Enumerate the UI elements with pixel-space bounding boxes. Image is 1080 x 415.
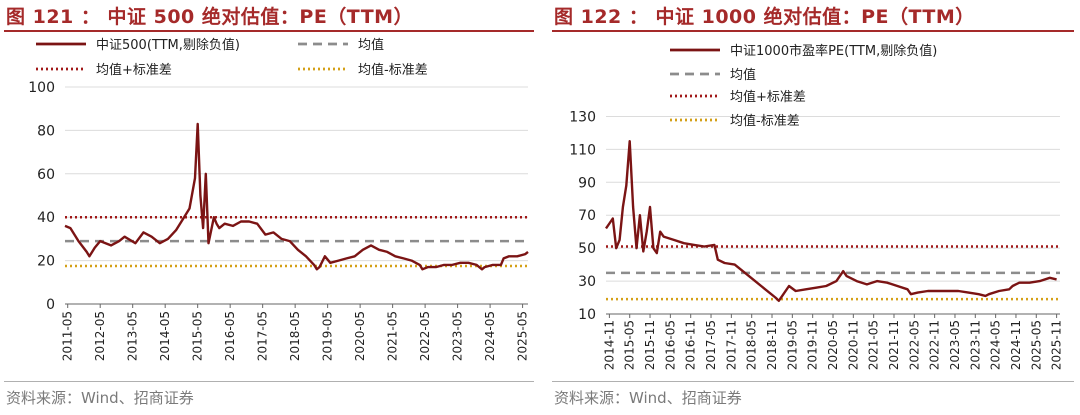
legend-entry: 中证1000市盈率PE(TTM,剔除负值) — [670, 43, 937, 59]
legend-label: 均值 — [730, 67, 756, 83]
y-tick-label: 70 — [578, 208, 596, 224]
x-tick-label: 2019-05 — [321, 311, 335, 361]
legend-label: 中证1000市盈率PE(TTM,剔除负值) — [730, 43, 937, 59]
y-tick-label: 130 — [569, 109, 596, 125]
x-tick-label: 2023-11 — [968, 320, 982, 370]
x-tick-label: 2020-05 — [826, 320, 840, 370]
y-tick-label: 60 — [37, 167, 55, 183]
chart-title: 图 121 ： 中证 500 绝对估值：PE（TTM） — [6, 6, 414, 28]
pe-chart-csi1000: 10 30 50 70 90 110 130 2014-11 2015-05 2015-11 201… — [569, 43, 1064, 370]
title-divider — [4, 30, 534, 32]
x-tick-label: 2025-05 — [516, 311, 530, 361]
legend-entry: 中证500(TTM,剔除负值) — [36, 37, 240, 53]
y-tick-label: 20 — [37, 254, 55, 270]
x-tick-label: 2020-05 — [353, 311, 367, 361]
x-tick-label: 2023-05 — [451, 311, 465, 361]
x-tick-label: 2024-11 — [1009, 320, 1023, 370]
chart-panel-csi500: 图 121 ： 中证 500 绝对估值：PE（TTM） 0 20 40 60 80 100… — [4, 6, 534, 407]
y-tick-label: 50 — [578, 241, 596, 257]
legend-label: 均值 — [358, 37, 384, 53]
title-divider — [552, 30, 1074, 32]
gridlines — [606, 115, 1060, 315]
x-tick-label: 2011-05 — [61, 311, 75, 361]
x-tick-label: 2021-05 — [867, 320, 881, 370]
legend-label: 中证500(TTM,剔除负值) — [96, 37, 240, 53]
legend-label: 均值+标准差 — [96, 62, 172, 78]
x-tick-label: 2024-05 — [989, 320, 1003, 370]
chart-title: 图 122 ： 中证 1000 绝对估值：PE（TTM） — [554, 6, 975, 28]
legend-entry: 均值 — [298, 37, 384, 53]
legend-entry: 均值 — [670, 67, 756, 83]
x-tick-label: 2020-11 — [846, 320, 860, 370]
y-tick-label: 100 — [28, 80, 55, 96]
x-tick-label: 2022-05 — [418, 311, 432, 361]
legend-entry: 均值+标准差 — [670, 89, 806, 105]
y-tick-label: 40 — [37, 210, 55, 226]
x-tick-label: 2021-11 — [887, 320, 901, 370]
x-tick-label: 2022-11 — [928, 320, 942, 370]
x-tick-label: 2021-05 — [386, 311, 400, 361]
source-divider — [4, 381, 534, 382]
x-tick-label: 2017-11 — [724, 320, 738, 370]
legend-entry: 均值-标准差 — [298, 62, 428, 78]
x-tick-label: 2015-05 — [623, 320, 637, 370]
x-tick-label: 2018-05 — [745, 320, 759, 370]
x-tick-label: 2019-11 — [806, 320, 820, 370]
x-tick-label: 2017-05 — [704, 320, 718, 370]
x-tick-label: 2016-11 — [684, 320, 698, 370]
x-tick-label: 2018-11 — [765, 320, 779, 370]
y-tick-label: 0 — [46, 297, 55, 313]
legend-entry: 均值-标准差 — [670, 113, 800, 129]
x-tick-label: 2014-11 — [602, 320, 616, 370]
source-divider — [552, 381, 1074, 382]
series-line — [64, 122, 529, 271]
legend-label: 均值-标准差 — [358, 62, 428, 78]
x-tick-label: 2016-05 — [663, 320, 677, 370]
x-tick-label: 2017-05 — [256, 311, 270, 361]
x-tick-label: 2025-05 — [1029, 320, 1043, 370]
x-tick-label: 2015-05 — [191, 311, 205, 361]
y-tick-label: 110 — [569, 142, 596, 158]
x-tick-label: 2015-11 — [643, 320, 657, 370]
x-tick-label: 2014-05 — [158, 311, 172, 361]
legend-entry: 均值+标准差 — [36, 62, 172, 78]
series-line — [605, 139, 1057, 302]
source-note: 资料来源：Wind、招商证券 — [6, 389, 194, 407]
x-tick-label: 2012-05 — [93, 311, 107, 361]
source-note: 资料来源：Wind、招商证券 — [554, 389, 742, 407]
y-tick-label: 10 — [578, 307, 596, 323]
x-tick-label: 2024-05 — [483, 311, 497, 361]
x-tick-label: 2022-05 — [907, 320, 921, 370]
y-tick-label: 80 — [37, 123, 55, 139]
x-tick-label: 2023-05 — [948, 320, 962, 370]
x-tick-label: 2019-05 — [785, 320, 799, 370]
pe-chart-csi500: 0 20 40 60 80 100 2011-05 2012-05 2013-05 2014-05… — [28, 37, 530, 361]
x-tick-label: 2018-05 — [288, 311, 302, 361]
y-tick-label: 90 — [578, 175, 596, 191]
y-tick-label: 30 — [578, 274, 596, 290]
legend-label: 均值-标准差 — [730, 113, 800, 129]
legend-label: 均值+标准差 — [730, 89, 806, 105]
gridlines — [65, 86, 528, 305]
x-tick-label: 2016-05 — [223, 311, 237, 361]
x-tick-label: 2013-05 — [126, 311, 140, 361]
chart-panel-csi1000: 图 122 ： 中证 1000 绝对估值：PE（TTM） 10 30 50 70 90 1… — [548, 0, 1080, 415]
x-tick-label: 2025-11 — [1050, 320, 1064, 370]
